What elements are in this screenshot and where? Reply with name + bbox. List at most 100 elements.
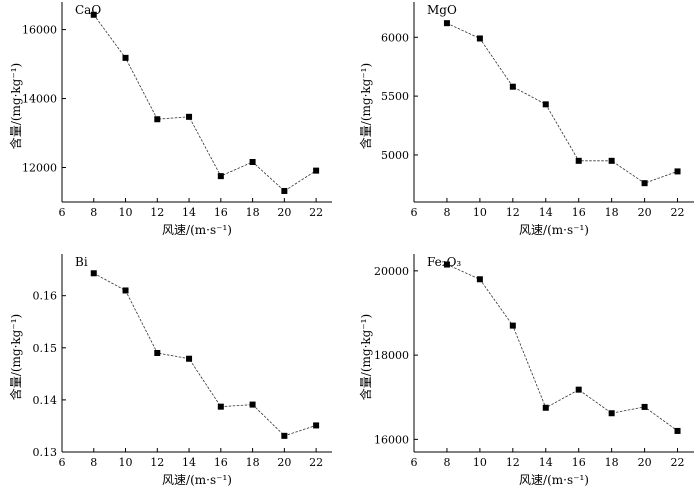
data-point [443,261,450,268]
x-tick-label: 16 [214,206,228,219]
panel-label: MgO [427,3,457,17]
y-tick-label: 12000 [22,162,57,175]
x-tick-label: 12 [506,456,520,469]
series-line [446,22,678,184]
x-axis-title: 风速/(m·s⁻¹) [519,473,589,487]
data-point [154,116,161,123]
data-point [641,403,648,410]
x-tick-label: 18 [605,206,619,219]
data-point [476,276,483,283]
x-tick-label: 16 [214,456,228,469]
y-axis-title: 含量/(mg·kg⁻¹) [358,63,373,149]
data-point [542,101,549,108]
data-point [313,422,320,429]
chart-panel-3: 6 8 10 12 14 16 18 20 22 0.13 0.14 0.15 0.16 风速/(m·s⁻… [8,254,332,487]
x-tick-label: 22 [309,456,323,469]
x-tick-label: 12 [506,206,520,219]
x-tick-label: 12 [150,206,164,219]
data-point [249,159,256,165]
panel-label: CaO [75,3,101,17]
data-point [281,432,288,439]
x-tick-label: 6 [411,206,418,219]
data-point [509,322,516,329]
data-point [641,180,648,187]
y-tick-label: 6000 [381,31,409,44]
data-point [608,157,615,164]
x-axis-title: 风速/(m·s⁻¹) [162,473,232,487]
data-point [90,270,97,277]
data-point [186,113,193,120]
y-tick-label: 0.16 [33,290,58,303]
x-tick-label: 14 [182,456,196,469]
x-tick-label: 6 [411,456,418,469]
x-tick-label: 6 [59,456,66,469]
data-point [122,287,129,294]
y-tick-label: 0.15 [33,342,58,355]
y-tick-label: 5500 [381,90,409,103]
x-tick-label: 8 [90,206,97,219]
x-tick-label: 22 [671,206,685,219]
x-tick-label: 20 [277,206,291,219]
x-tick-label: 18 [605,456,619,469]
x-tick-label: 22 [309,206,323,219]
x-tick-label: 20 [638,206,652,219]
data-point [674,168,681,175]
y-axis-title: 含量/(mg·kg⁻¹) [8,314,23,400]
x-tick-label: 10 [473,456,487,469]
y-tick-label: 5000 [381,149,409,162]
data-point [542,404,549,411]
series-line [93,272,317,437]
x-tick-label: 8 [443,456,450,469]
x-tick-label: 16 [572,206,586,219]
chart-panel-4: 6 8 10 12 14 16 18 20 22 16000 18000 20000 风速/(m·s⁻¹… [358,254,694,487]
y-axis-title: 含量/(mg·kg⁻¹) [8,63,23,149]
y-tick-label: 0.14 [33,394,58,407]
x-tick-label: 6 [59,206,66,219]
data-point [313,167,320,174]
x-tick-label: 10 [119,456,133,469]
x-tick-label: 20 [277,456,291,469]
y-tick-label: 16000 [374,433,409,446]
x-axis-title: 风速/(m·s⁻¹) [162,223,232,237]
y-tick-label: 0.13 [33,446,58,459]
data-point [575,157,582,164]
x-tick-label: 8 [443,206,450,219]
x-tick-label: 16 [572,456,586,469]
data-point [674,427,681,434]
data-point [217,403,224,410]
x-tick-label: 14 [182,206,196,219]
x-axis-title: 风速/(m·s⁻¹) [519,223,589,237]
data-point [443,20,450,27]
y-tick-label: 18000 [374,349,409,362]
chart-panel-2: 6 8 10 12 14 16 18 20 22 5000 5500 6000 风速/(m·s⁻¹) 含量… [358,2,694,237]
y-tick-label: 14000 [22,93,57,106]
x-tick-label: 20 [638,456,652,469]
y-tick-label: 16000 [22,24,57,37]
x-tick-label: 18 [246,206,260,219]
series-line [446,264,678,432]
data-point [249,401,256,408]
data-point [608,410,615,417]
panel-label: Bi [75,255,88,269]
x-tick-label: 18 [246,456,260,469]
x-tick-label: 12 [150,456,164,469]
x-tick-label: 10 [473,206,487,219]
x-tick-label: 8 [90,456,97,469]
data-point [90,11,97,18]
data-point [217,173,224,180]
x-tick-label: 14 [539,206,553,219]
data-point [575,386,582,393]
series-line [93,14,317,192]
x-tick-label: 22 [671,456,685,469]
x-tick-label: 10 [119,206,133,219]
y-axis-title: 含量/(mg·kg⁻¹) [358,314,373,400]
data-point [476,35,483,42]
y-tick-label: 20000 [374,265,409,278]
data-point [281,187,288,194]
data-point [186,355,193,362]
data-point [154,350,161,356]
data-point [122,54,129,61]
chart-panel-1: 6 8 10 12 14 16 18 20 22 12000 14000 16000 风速/(m·s⁻¹… [8,2,332,237]
data-point [509,83,516,90]
